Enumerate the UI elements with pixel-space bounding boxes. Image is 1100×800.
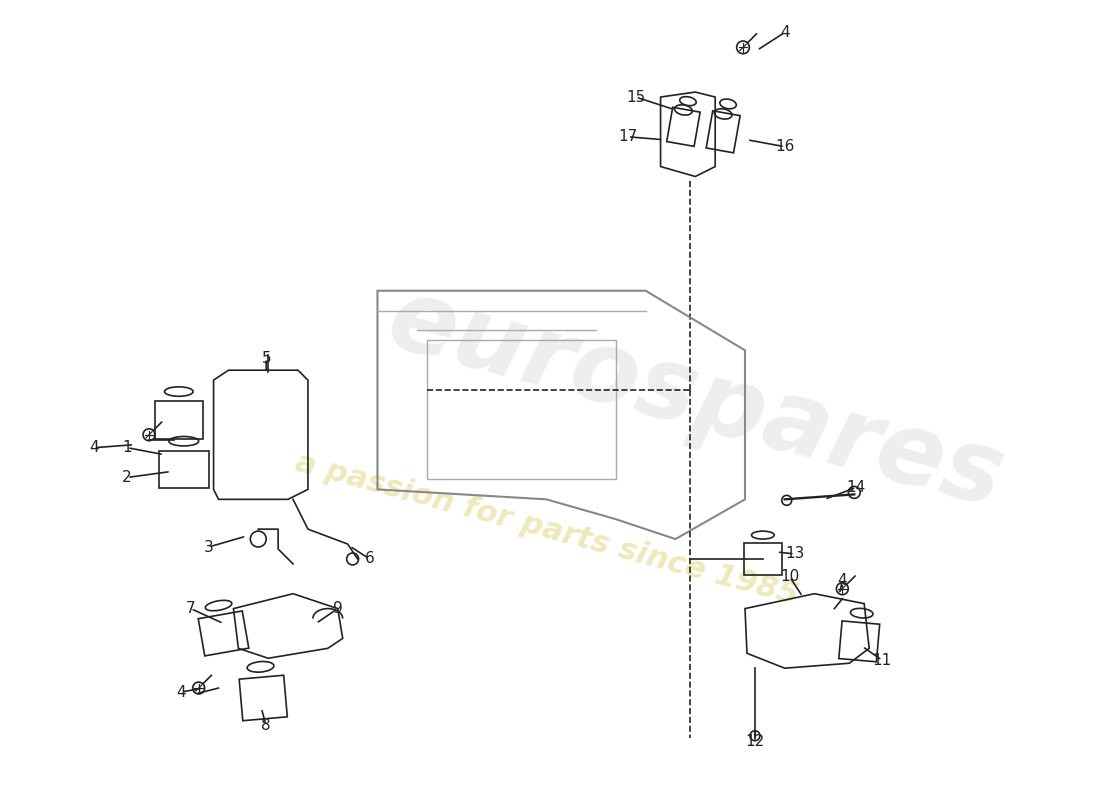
Text: 13: 13 [785, 546, 804, 562]
Text: 3: 3 [204, 539, 213, 554]
Text: a passion for parts since 1985: a passion for parts since 1985 [292, 448, 801, 610]
Text: eurospares: eurospares [377, 271, 1013, 529]
Text: 9: 9 [333, 601, 342, 616]
Text: 4: 4 [837, 574, 847, 588]
Text: 14: 14 [847, 480, 866, 495]
Text: 7: 7 [186, 601, 196, 616]
Text: 2: 2 [122, 470, 132, 485]
Text: 15: 15 [626, 90, 646, 105]
Text: 4: 4 [780, 25, 790, 40]
Text: 4: 4 [89, 440, 99, 455]
Text: 1: 1 [122, 440, 132, 455]
Text: 12: 12 [746, 734, 764, 750]
Text: 17: 17 [618, 130, 637, 144]
Text: 5: 5 [262, 350, 271, 366]
Text: 10: 10 [780, 570, 800, 584]
Text: 16: 16 [776, 139, 794, 154]
Text: 8: 8 [262, 718, 271, 734]
Text: 11: 11 [872, 653, 892, 668]
Text: 4: 4 [176, 685, 186, 699]
Text: 6: 6 [364, 551, 374, 566]
